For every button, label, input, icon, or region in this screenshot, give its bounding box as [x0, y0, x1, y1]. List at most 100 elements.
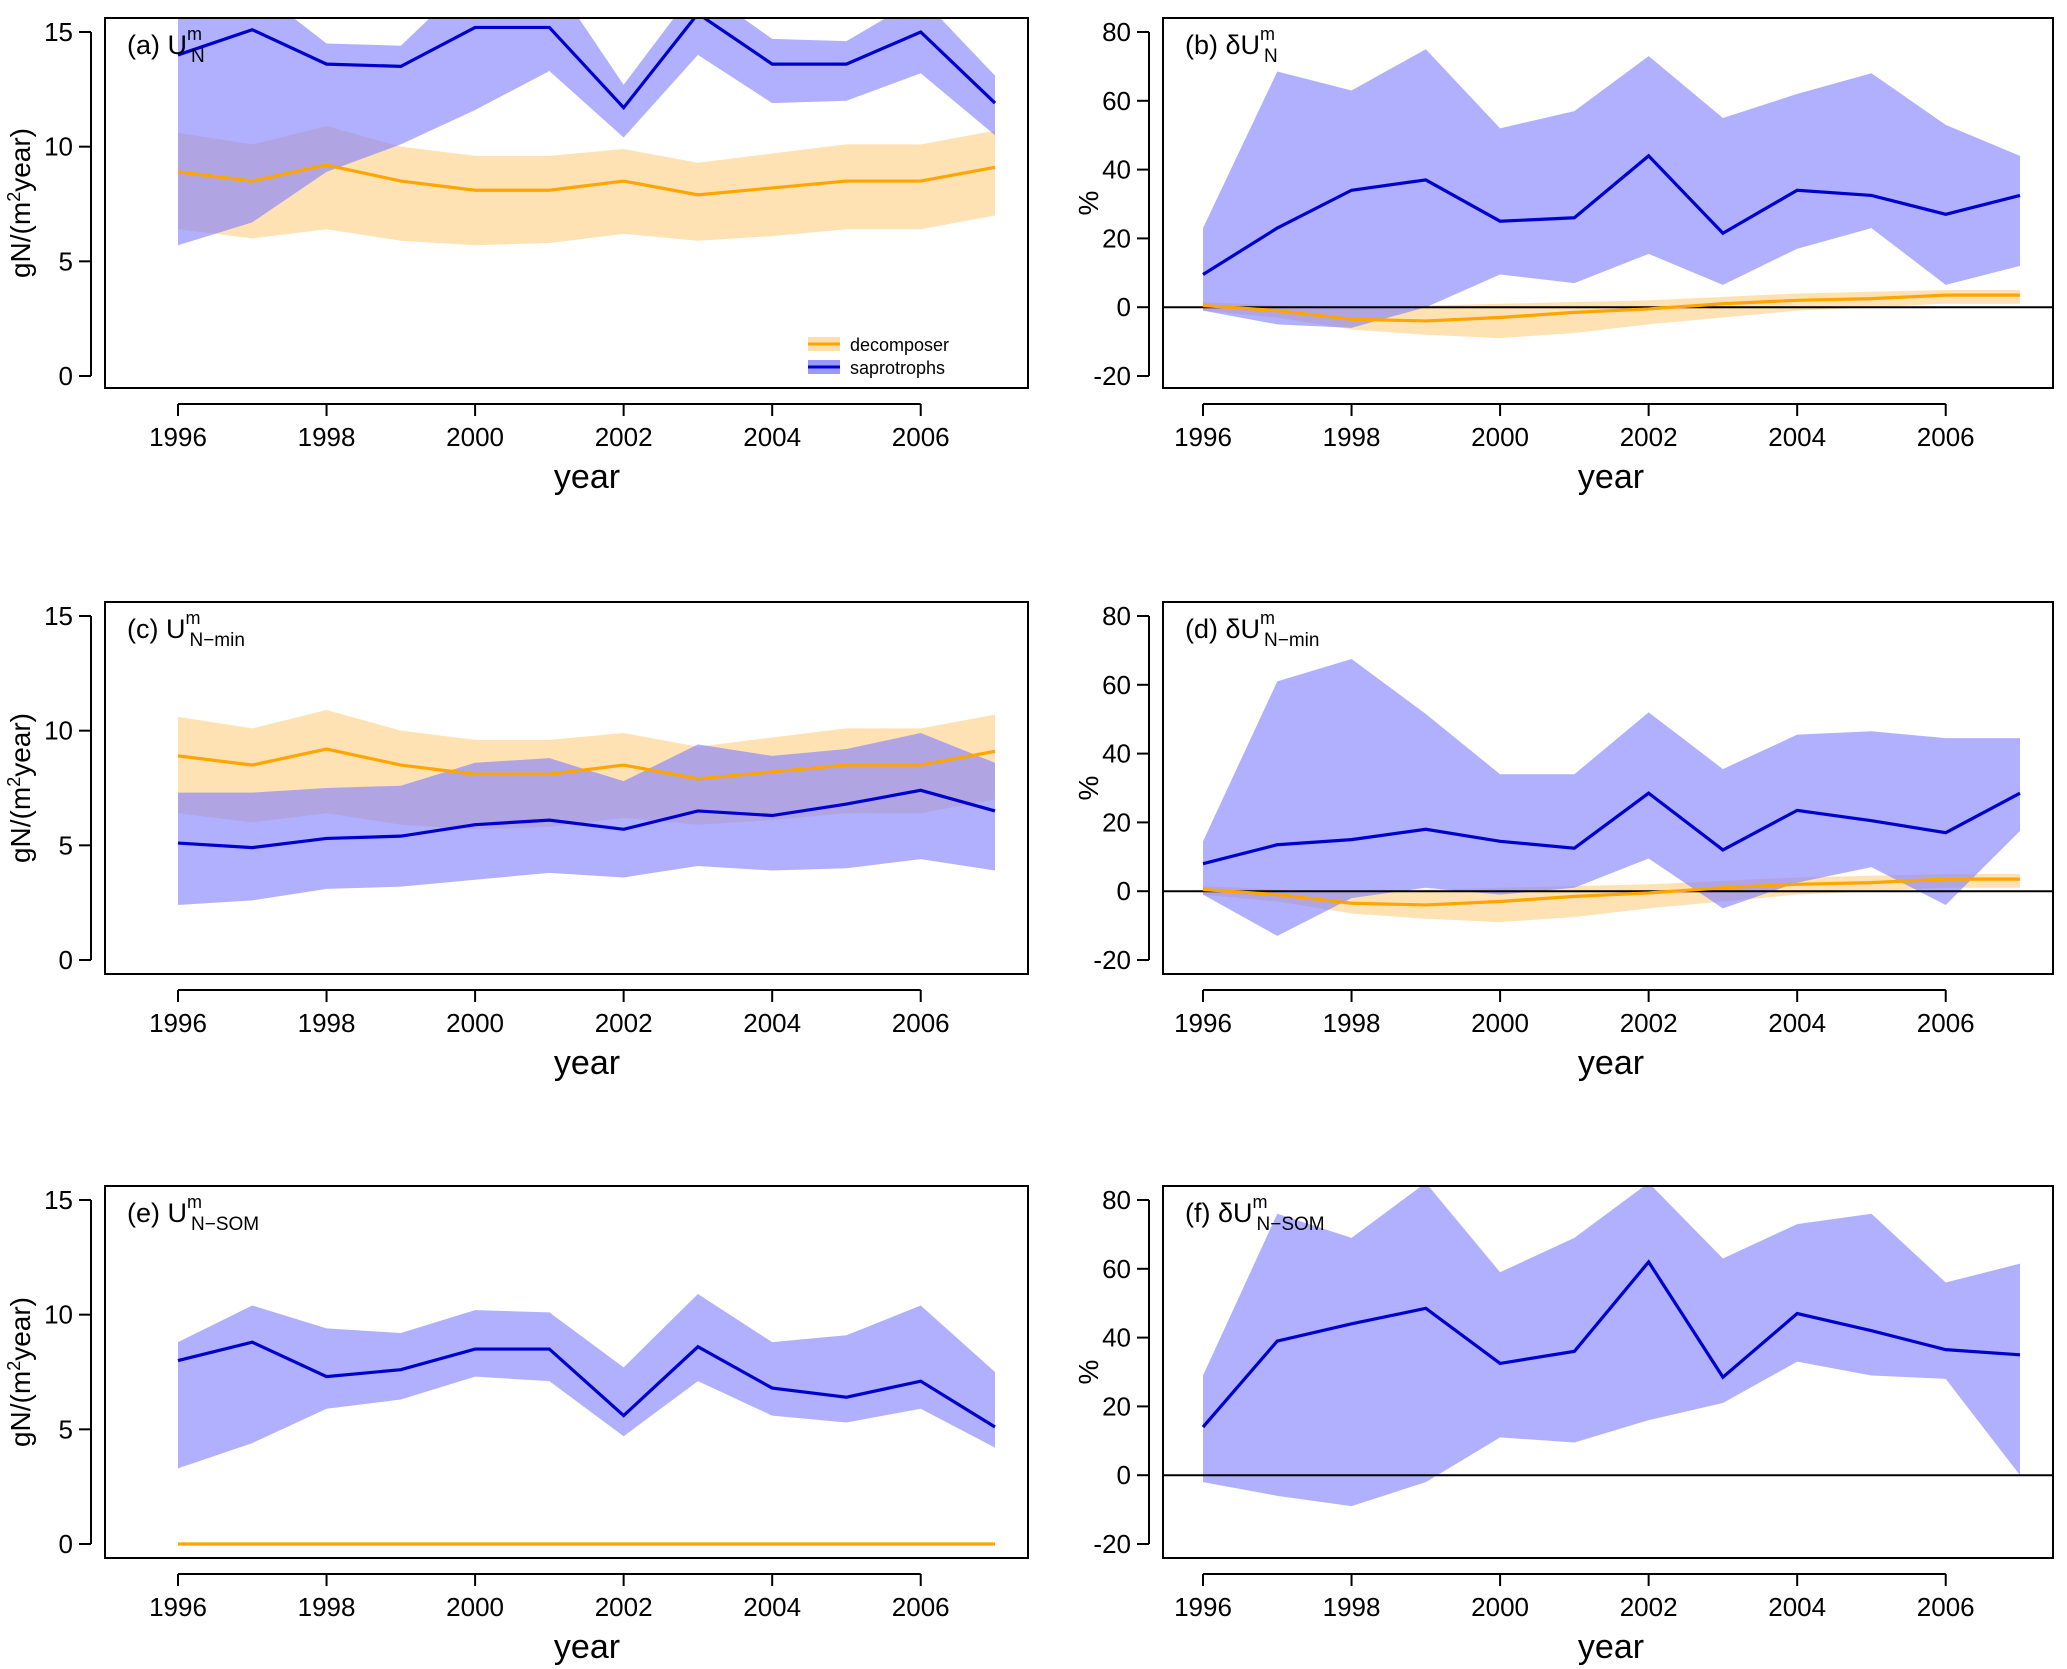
x-tick-label: 2000 — [1471, 1592, 1529, 1622]
x-tick-label: 1996 — [149, 422, 207, 452]
x-tick-label: 2006 — [892, 1592, 950, 1622]
y-axis-title: gN/(m2year) — [4, 128, 36, 278]
y-tick-label: 10 — [44, 1300, 73, 1330]
decomposer-uncertainty-band — [1203, 290, 2020, 339]
x-tick-label: 2002 — [1620, 1592, 1678, 1622]
x-axis: 1996 1998 2000 2002 2004 2006 year — [149, 403, 950, 496]
x-axis-title: year — [554, 1628, 620, 1666]
legend-label: decomposer — [850, 335, 949, 355]
y-title-sup: 2 — [4, 192, 24, 202]
y-title-sup: 2 — [4, 1361, 24, 1371]
x-tick-label: 1998 — [1323, 1592, 1381, 1622]
saprotrophs-uncertainty-band — [178, 18, 995, 246]
saprotrophs-line — [177, 18, 997, 111]
y-axis-title: % — [1073, 1360, 1104, 1385]
y-title-part: gN/(m — [5, 787, 36, 863]
y-tick-label: 0 — [59, 945, 73, 975]
x-axis-title: year — [554, 1044, 620, 1082]
x-tick-label: 1996 — [1174, 1008, 1232, 1038]
y-tick-label: 40 — [1102, 1323, 1131, 1353]
panel-label-a: (a) Um N — [127, 24, 205, 67]
panel-label-sup: m — [1260, 24, 1275, 44]
x-axis-title: year — [1578, 1628, 1644, 1666]
x-tick-label: 2006 — [1917, 1008, 1975, 1038]
x-axis-title: year — [1578, 458, 1644, 496]
panel-e: 1996 1998 2000 2002 2004 2006 year 0 5 10 15 gN/(m2… — [4, 1185, 1029, 1666]
x-tick-label: 2000 — [446, 1592, 504, 1622]
y-tick-label: 20 — [1102, 1391, 1131, 1421]
y-tick-label: 20 — [1102, 807, 1131, 837]
panel-label-main: (c) U — [127, 614, 185, 644]
x-axis-title: year — [1578, 1044, 1644, 1082]
x-tick-label: 1996 — [1174, 422, 1232, 452]
panel-label-sup: m — [187, 24, 202, 44]
x-tick-label: 2004 — [743, 422, 801, 452]
x-tick-label: 2006 — [1917, 1592, 1975, 1622]
panel-label-main: (d) δU — [1185, 614, 1260, 644]
x-axis-title: year — [554, 458, 620, 496]
panel-label-b: (b) δUm N — [1185, 24, 1278, 67]
x-tick-label: 1996 — [149, 1592, 207, 1622]
y-tick-label: 0 — [1117, 876, 1131, 906]
plot-area — [1163, 49, 2053, 339]
panel-label-sub: N — [191, 46, 205, 67]
x-tick-label: 1996 — [149, 1008, 207, 1038]
x-tick-label: 2004 — [743, 1592, 801, 1622]
x-tick-label: 2004 — [743, 1008, 801, 1038]
y-tick-label: 0 — [59, 361, 73, 391]
x-tick-label: 2006 — [1917, 422, 1975, 452]
y-axis-title: % — [1073, 776, 1104, 801]
panel-f: 1996 1998 2000 2002 2004 2006 year -20 0 20 40 60 80… — [1073, 1185, 2054, 1666]
x-tick-label: 1998 — [298, 1008, 356, 1038]
saprotrophs-uncertainty-band — [1203, 1186, 2020, 1507]
y-tick-label: -20 — [1093, 945, 1131, 975]
x-tick-label: 2004 — [1768, 422, 1826, 452]
panel-b: 1996 1998 2000 2002 2004 2006 year -20 0 20 40 60 80… — [1073, 17, 2054, 496]
y-tick-label: 60 — [1102, 86, 1131, 116]
y-tick-label: 0 — [1117, 292, 1131, 322]
plot-frame — [1162, 601, 2054, 975]
decomposer-line — [1202, 877, 2020, 907]
y-tick-label: 15 — [44, 17, 73, 47]
legend-label: saprotrophs — [850, 358, 945, 378]
y-tick-label: 15 — [44, 1185, 73, 1215]
x-axis: 1996 1998 2000 2002 2004 2006 year — [1174, 403, 1975, 496]
panel-label-d: (d) δUm N−min — [1185, 608, 1319, 651]
panel-label-sub: N−min — [1264, 630, 1319, 651]
panel-label-sup: m — [1253, 1192, 1268, 1212]
x-axis: 1996 1998 2000 2002 2004 2006 year — [1174, 989, 1975, 1082]
y-tick-label: 10 — [44, 132, 73, 162]
x-axis: 1996 1998 2000 2002 2004 2006 year — [149, 989, 950, 1082]
y-tick-label: 80 — [1102, 1185, 1131, 1215]
decomposer-line — [177, 747, 996, 781]
plot-frame — [1162, 17, 2054, 389]
y-axis: 0 5 10 15 gN/(m2year) — [4, 601, 92, 975]
saprotrophs-line — [1201, 1259, 2021, 1429]
panel-a: 1996 1998 2000 2002 2004 2006 year 0 5 10 15 gN/(m2… — [4, 17, 1029, 496]
panel-label-sub: N — [1264, 46, 1278, 67]
plot-frame — [104, 17, 1029, 389]
x-tick-label: 2000 — [446, 1008, 504, 1038]
x-axis: 1996 1998 2000 2002 2004 2006 year — [149, 1573, 950, 1666]
y-tick-label: 10 — [44, 716, 73, 746]
y-tick-label: 5 — [59, 830, 73, 860]
x-tick-label: 2002 — [595, 1008, 653, 1038]
saprotrophs-line — [1202, 153, 2021, 276]
decomposer-line — [1202, 293, 2020, 323]
x-tick-label: 2002 — [1620, 1008, 1678, 1038]
y-tick-label: 80 — [1102, 601, 1131, 631]
y-tick-label: 0 — [1117, 1460, 1131, 1490]
plot-area — [177, 710, 996, 905]
x-tick-label: 2006 — [892, 422, 950, 452]
y-title-part: year) — [5, 713, 36, 777]
x-tick-label: 2000 — [1471, 422, 1529, 452]
plot-area — [177, 1294, 996, 1546]
legend-item-decomposer: decomposer — [808, 335, 949, 355]
y-tick-label: 40 — [1102, 739, 1131, 769]
y-title-part: gN/(m — [5, 202, 36, 278]
panel-label-main: (e) U — [127, 1198, 187, 1228]
x-tick-label: 2006 — [892, 1008, 950, 1038]
panel-label-sup: m — [1260, 608, 1275, 628]
x-tick-label: 2000 — [446, 422, 504, 452]
